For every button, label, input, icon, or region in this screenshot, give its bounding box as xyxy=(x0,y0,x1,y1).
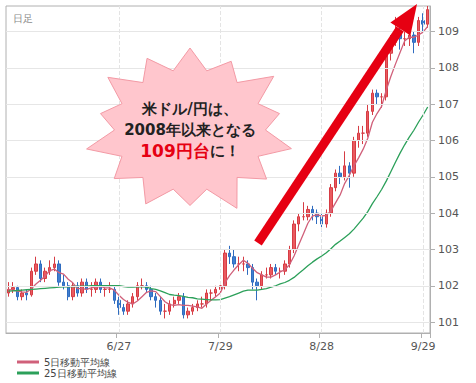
svg-text:106: 106 xyxy=(438,134,459,147)
svg-text:25日移動平均線: 25日移動平均線 xyxy=(44,368,117,379)
svg-text:109: 109 xyxy=(438,25,459,38)
svg-text:107: 107 xyxy=(438,98,459,111)
svg-text:105: 105 xyxy=(438,170,459,183)
svg-text:に！: に！ xyxy=(210,142,240,160)
svg-text:米ドル/円は、: 米ドル/円は、 xyxy=(141,100,237,118)
svg-text:日足: 日足 xyxy=(13,13,33,24)
svg-text:7/29: 7/29 xyxy=(208,340,233,353)
svg-text:101: 101 xyxy=(438,316,459,329)
svg-text:2008年以来となる: 2008年以来となる xyxy=(124,121,256,139)
svg-text:103: 103 xyxy=(438,243,459,256)
svg-text:8/28: 8/28 xyxy=(309,340,334,353)
svg-text:109円台: 109円台 xyxy=(140,141,210,161)
svg-text:104: 104 xyxy=(438,207,459,220)
svg-text:108: 108 xyxy=(438,61,459,74)
svg-text:6/27: 6/27 xyxy=(107,340,132,353)
svg-text:5日移動平均線: 5日移動平均線 xyxy=(44,357,110,368)
svg-text:102: 102 xyxy=(438,279,459,292)
svg-text:9/29: 9/29 xyxy=(411,340,436,353)
